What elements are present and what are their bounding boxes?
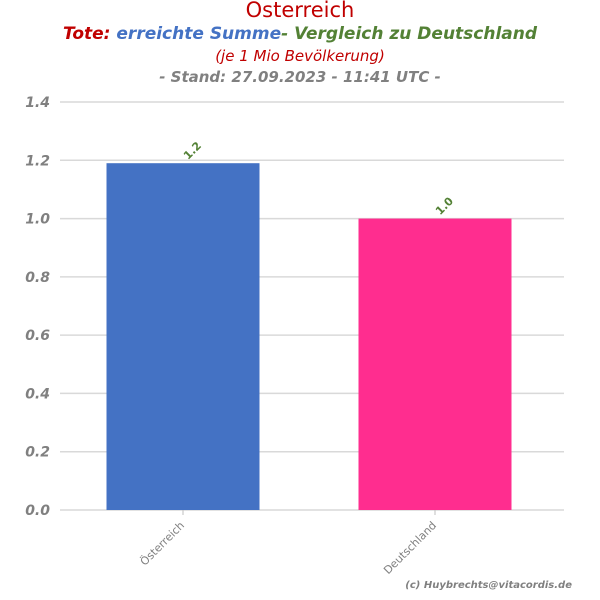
y-tick-label: 0.4 xyxy=(25,386,50,402)
bar xyxy=(358,218,512,511)
x-tick-label: Österreich xyxy=(138,519,187,568)
subtitle-tote: Tote: xyxy=(62,24,111,44)
chart-title: Österreich xyxy=(245,0,355,22)
y-axis-ticks: 0.0 0.2 0.4 0.6 0.8 1.0 1.2 1.4 xyxy=(25,95,50,519)
y-tick-label: 0.0 xyxy=(25,503,50,519)
y-tick-label: 0.6 xyxy=(25,328,50,344)
data-label: 1.2 xyxy=(181,139,204,162)
subtitle-vergleich: - Vergleich zu Deutschland xyxy=(281,24,538,44)
x-tick-label: Deutschland xyxy=(381,519,439,577)
bars xyxy=(106,163,512,511)
y-tick-label: 1.0 xyxy=(25,212,50,228)
x-axis-ticks: Österreich Deutschland xyxy=(138,510,439,577)
y-tick-label: 0.8 xyxy=(25,270,50,286)
y-tick-label: 1.4 xyxy=(25,95,50,111)
chart-subtitle: Tote: erreichte Summe- Vergleich zu Deut… xyxy=(0,24,600,44)
y-tick-label: 1.2 xyxy=(25,153,50,169)
data-label: 1.0 xyxy=(433,194,456,217)
subtitle-timestamp: - Stand: 27.09.2023 - 11:41 UTC - xyxy=(159,68,441,86)
credit-text: (c) Huybrechts@vitacordis.de xyxy=(405,580,572,591)
y-tick-label: 0.2 xyxy=(25,445,50,461)
subtitle-summe: erreichte Summe xyxy=(116,24,282,44)
subtitle-per-million: (je 1 Mio Bevölkerung) xyxy=(215,47,385,65)
bar xyxy=(106,163,260,510)
